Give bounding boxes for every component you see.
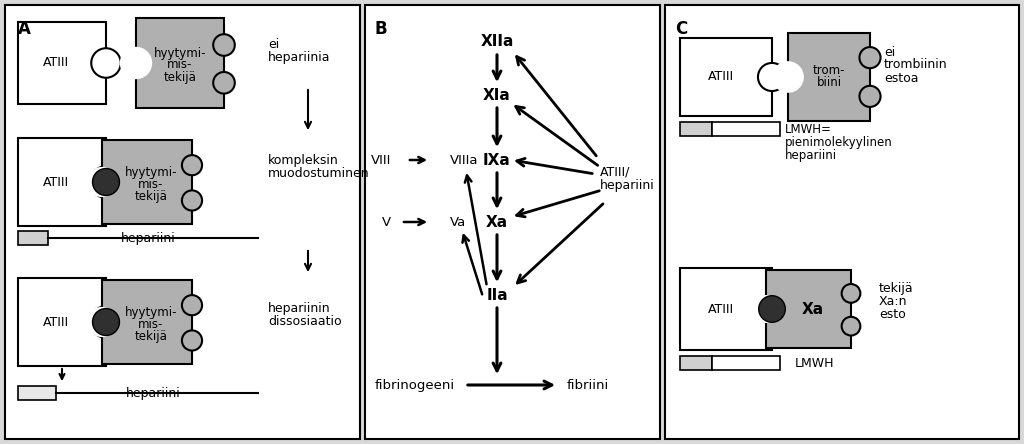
Text: hepariini: hepariini <box>785 148 838 162</box>
Bar <box>766 270 851 348</box>
Bar <box>712 122 780 136</box>
Text: fibrinogeeni: fibrinogeeni <box>375 378 455 392</box>
Bar <box>18 386 56 400</box>
Bar <box>18 138 106 226</box>
Circle shape <box>859 86 881 107</box>
Circle shape <box>91 48 121 78</box>
Bar <box>5 5 360 439</box>
Text: VIIIa: VIIIa <box>450 154 478 166</box>
Text: IXa: IXa <box>483 152 511 167</box>
Bar <box>102 280 193 364</box>
Bar <box>680 356 712 370</box>
Circle shape <box>757 294 786 324</box>
Text: pienimolekyylinen: pienimolekyylinen <box>785 135 893 148</box>
Bar <box>665 5 1019 439</box>
Text: trombiinin: trombiinin <box>884 59 947 71</box>
Circle shape <box>213 72 234 94</box>
Text: V: V <box>382 215 391 229</box>
Circle shape <box>87 307 117 337</box>
Text: ATIII: ATIII <box>43 56 69 70</box>
Bar <box>136 18 224 108</box>
Text: ei: ei <box>268 39 280 52</box>
Text: tekijä: tekijä <box>134 329 168 342</box>
Text: tekijä: tekijä <box>164 71 197 83</box>
Circle shape <box>92 309 120 336</box>
Text: XIIa: XIIa <box>480 35 514 49</box>
Bar <box>680 122 712 136</box>
Text: trom-: trom- <box>813 64 845 78</box>
Bar <box>365 5 660 439</box>
Text: Va: Va <box>450 215 466 229</box>
Bar <box>712 356 780 370</box>
Bar <box>680 38 772 116</box>
Text: dissosiaatio: dissosiaatio <box>268 314 342 328</box>
Bar <box>18 278 106 366</box>
Circle shape <box>87 167 117 197</box>
Text: tekijä: tekijä <box>879 281 913 294</box>
Text: LMWH=: LMWH= <box>785 123 831 135</box>
Text: ATIII: ATIII <box>43 175 69 189</box>
Text: kompleksin: kompleksin <box>268 154 339 166</box>
Circle shape <box>752 295 780 323</box>
Text: biini: biini <box>816 76 842 90</box>
Circle shape <box>92 169 120 195</box>
Text: VIII: VIII <box>371 154 391 166</box>
Text: XIa: XIa <box>483 87 511 103</box>
Text: hyytymi-: hyytymi- <box>154 47 206 59</box>
Text: Xa: Xa <box>486 214 508 230</box>
Text: hyytymi-: hyytymi- <box>125 166 177 178</box>
Text: estoa: estoa <box>884 71 919 84</box>
Circle shape <box>182 155 202 175</box>
Text: hepariinin: hepariinin <box>268 301 331 314</box>
Circle shape <box>213 34 234 56</box>
Circle shape <box>182 295 202 315</box>
Bar <box>788 33 870 121</box>
Bar <box>102 140 193 224</box>
Circle shape <box>842 284 860 303</box>
Text: LMWH: LMWH <box>795 357 835 369</box>
Bar <box>680 268 772 350</box>
Text: tekijä: tekijä <box>134 190 168 202</box>
Circle shape <box>758 63 786 91</box>
Circle shape <box>182 190 202 210</box>
Circle shape <box>120 47 153 79</box>
Circle shape <box>772 61 804 93</box>
Bar <box>18 231 48 245</box>
Text: hepariinia: hepariinia <box>268 52 331 64</box>
Text: ATIII: ATIII <box>708 302 734 316</box>
Text: A: A <box>18 20 31 38</box>
Text: muodostuminen: muodostuminen <box>268 166 370 179</box>
Text: hepariini: hepariini <box>126 386 180 400</box>
Text: ATIII: ATIII <box>43 316 69 329</box>
Text: mis-: mis- <box>138 178 164 190</box>
Text: ATIII: ATIII <box>708 71 734 83</box>
Text: Xa:n: Xa:n <box>879 294 907 308</box>
Circle shape <box>842 317 860 336</box>
Text: fibriini: fibriini <box>567 378 609 392</box>
Circle shape <box>90 306 122 338</box>
Circle shape <box>90 166 122 198</box>
Text: mis-: mis- <box>167 59 193 71</box>
Text: hepariini: hepariini <box>121 231 175 245</box>
Text: Xa: Xa <box>802 301 823 317</box>
Text: mis-: mis- <box>138 317 164 330</box>
Text: IIa: IIa <box>486 288 508 302</box>
Circle shape <box>182 330 202 351</box>
Text: esto: esto <box>879 308 906 321</box>
Circle shape <box>859 47 881 68</box>
Text: hyytymi-: hyytymi- <box>125 305 177 318</box>
Bar <box>18 22 106 104</box>
Text: ATIII/: ATIII/ <box>600 166 631 178</box>
Circle shape <box>759 296 785 322</box>
Text: hepariini: hepariini <box>600 178 654 191</box>
Text: B: B <box>375 20 388 38</box>
Text: C: C <box>675 20 687 38</box>
Text: ei: ei <box>884 45 895 59</box>
